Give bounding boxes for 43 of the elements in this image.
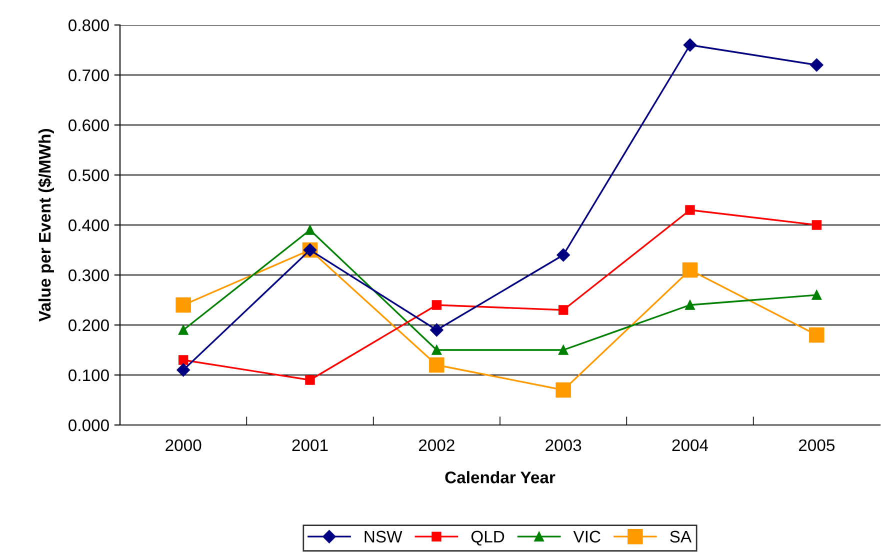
point [429, 357, 444, 373]
point [176, 297, 191, 313]
point [178, 355, 188, 365]
point [683, 38, 697, 52]
point [810, 58, 824, 72]
y-tick-label: 0.500 [68, 169, 109, 182]
point [176, 363, 190, 377]
y-tick-label: 0.000 [68, 419, 109, 432]
point [430, 323, 444, 337]
legend-label: QLD [471, 530, 504, 546]
y-tick-label: 0.300 [68, 269, 109, 282]
legend-label: VIC [573, 530, 600, 543]
point [558, 305, 568, 315]
y-tick-label: 0.200 [68, 319, 109, 332]
point [556, 248, 570, 262]
point [432, 345, 442, 355]
x-tick-label: 2001 [292, 439, 328, 452]
y-tick-label: 0.600 [68, 119, 109, 132]
x-tick-label: 2003 [546, 439, 582, 452]
x-axis-title: Calendar Year [445, 471, 556, 484]
point [305, 375, 315, 385]
point [685, 300, 695, 310]
point [178, 325, 188, 335]
y-tick-label: 0.400 [68, 219, 109, 232]
y-tick-label: 0.800 [68, 19, 109, 32]
x-tick-label: 2000 [166, 439, 202, 452]
point [809, 327, 824, 343]
x-tick-label: 2005 [798, 439, 835, 452]
point [812, 220, 822, 230]
x-tick-label: 2004 [672, 439, 708, 452]
point [432, 300, 442, 310]
point [682, 262, 698, 278]
legend-label: NSW [364, 530, 402, 543]
legend-label: SA [670, 530, 692, 543]
point [556, 382, 571, 398]
y-axis-title: Value per Event ($/MWh) [38, 129, 54, 322]
x-tick-label: 2002 [418, 439, 454, 452]
point [812, 290, 822, 300]
y-tick-label: 0.100 [68, 369, 109, 382]
point [558, 345, 568, 355]
point [685, 205, 695, 215]
y-tick-label: 0.700 [68, 69, 109, 82]
point [305, 225, 315, 235]
